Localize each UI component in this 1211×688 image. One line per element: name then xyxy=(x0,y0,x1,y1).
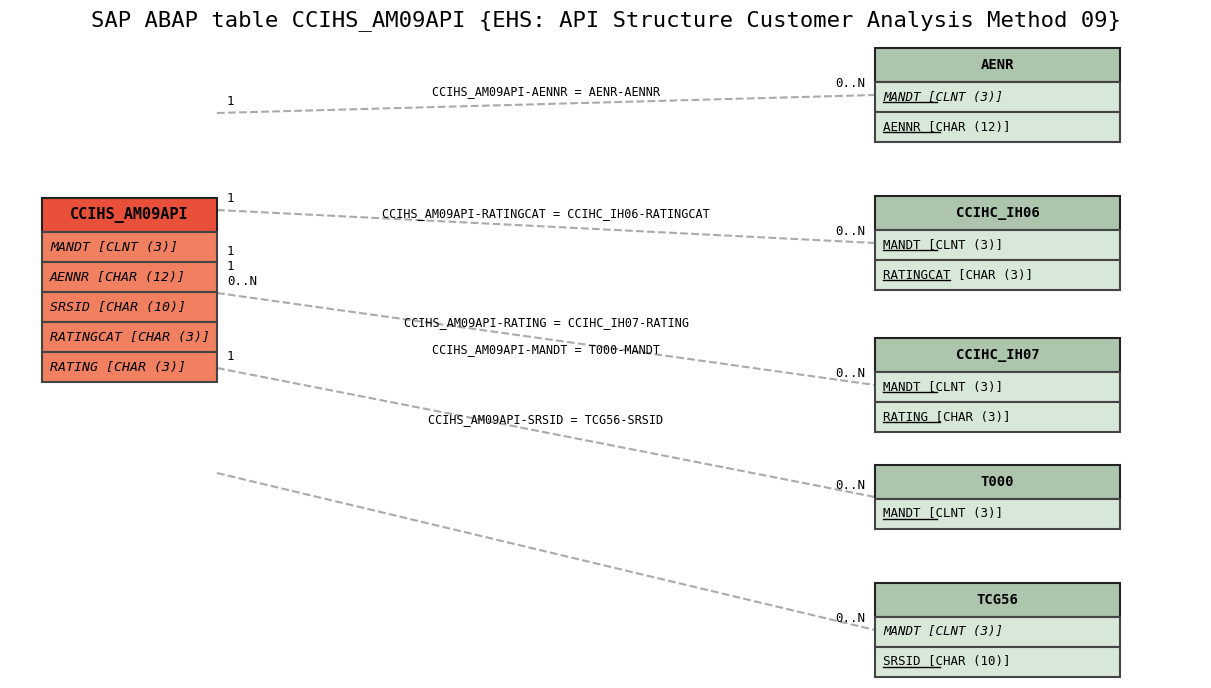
Text: AENNR [CHAR (12)]: AENNR [CHAR (12)] xyxy=(883,120,1010,133)
FancyBboxPatch shape xyxy=(876,196,1120,230)
Text: MANDT [CLNT (3)]: MANDT [CLNT (3)] xyxy=(883,239,1003,252)
FancyBboxPatch shape xyxy=(876,338,1120,372)
FancyBboxPatch shape xyxy=(876,465,1120,499)
Text: 1
1
0..N: 1 1 0..N xyxy=(226,245,257,288)
FancyBboxPatch shape xyxy=(42,352,217,382)
Text: 1: 1 xyxy=(226,192,235,205)
FancyBboxPatch shape xyxy=(876,583,1120,617)
FancyBboxPatch shape xyxy=(876,499,1120,529)
Text: CCIHC_IH06: CCIHC_IH06 xyxy=(955,206,1039,220)
Text: SAP ABAP table CCIHS_AM09API {EHS: API Structure Customer Analysis Method 09}: SAP ABAP table CCIHS_AM09API {EHS: API S… xyxy=(91,10,1120,31)
FancyBboxPatch shape xyxy=(876,372,1120,402)
FancyBboxPatch shape xyxy=(42,322,217,352)
FancyBboxPatch shape xyxy=(876,230,1120,260)
Text: 0..N: 0..N xyxy=(836,77,865,90)
FancyBboxPatch shape xyxy=(876,112,1120,142)
Text: MANDT [CLNT (3)]: MANDT [CLNT (3)] xyxy=(883,508,1003,521)
Text: 0..N: 0..N xyxy=(836,479,865,492)
Text: RATINGCAT [CHAR (3)]: RATINGCAT [CHAR (3)] xyxy=(50,330,210,343)
FancyBboxPatch shape xyxy=(42,262,217,292)
Text: RATING [CHAR (3)]: RATING [CHAR (3)] xyxy=(883,411,1010,424)
Text: CCIHS_AM09API-MANDT = T000-MANDT: CCIHS_AM09API-MANDT = T000-MANDT xyxy=(432,343,660,356)
Text: CCIHS_AM09API-AENNR = AENR-AENNR: CCIHS_AM09API-AENNR = AENR-AENNR xyxy=(432,85,660,98)
FancyBboxPatch shape xyxy=(876,402,1120,432)
Text: 1: 1 xyxy=(226,350,235,363)
Text: MANDT [CLNT (3)]: MANDT [CLNT (3)] xyxy=(883,625,1003,638)
Text: SRSID [CHAR (10)]: SRSID [CHAR (10)] xyxy=(883,656,1010,669)
Text: CCIHS_AM09API-SRSID = TCG56-SRSID: CCIHS_AM09API-SRSID = TCG56-SRSID xyxy=(429,413,664,427)
FancyBboxPatch shape xyxy=(876,48,1120,82)
Text: T000: T000 xyxy=(981,475,1015,489)
Text: MANDT [CLNT (3)]: MANDT [CLNT (3)] xyxy=(883,91,1003,103)
Text: AENR: AENR xyxy=(981,58,1015,72)
FancyBboxPatch shape xyxy=(876,82,1120,112)
FancyBboxPatch shape xyxy=(42,232,217,262)
Text: RATINGCAT [CHAR (3)]: RATINGCAT [CHAR (3)] xyxy=(883,268,1033,281)
FancyBboxPatch shape xyxy=(876,260,1120,290)
FancyBboxPatch shape xyxy=(876,617,1120,647)
FancyBboxPatch shape xyxy=(876,647,1120,677)
Text: 0..N: 0..N xyxy=(836,225,865,238)
Text: TCG56: TCG56 xyxy=(976,593,1018,607)
Text: MANDT [CLNT (3)]: MANDT [CLNT (3)] xyxy=(50,241,178,253)
Text: CCIHS_AM09API-RATINGCAT = CCIHC_IH06-RATINGCAT: CCIHS_AM09API-RATINGCAT = CCIHC_IH06-RAT… xyxy=(383,208,710,220)
Text: 1: 1 xyxy=(226,95,235,108)
Text: MANDT [CLNT (3)]: MANDT [CLNT (3)] xyxy=(883,380,1003,394)
FancyBboxPatch shape xyxy=(42,292,217,322)
Text: RATING [CHAR (3)]: RATING [CHAR (3)] xyxy=(50,361,186,374)
Text: SRSID [CHAR (10)]: SRSID [CHAR (10)] xyxy=(50,301,186,314)
Text: AENNR [CHAR (12)]: AENNR [CHAR (12)] xyxy=(50,270,186,283)
Text: CCIHC_IH07: CCIHC_IH07 xyxy=(955,348,1039,362)
Text: 0..N: 0..N xyxy=(836,367,865,380)
FancyBboxPatch shape xyxy=(42,198,217,232)
Text: CCIHS_AM09API: CCIHS_AM09API xyxy=(70,207,189,223)
Text: CCIHS_AM09API-RATING = CCIHC_IH07-RATING: CCIHS_AM09API-RATING = CCIHC_IH07-RATING xyxy=(403,316,689,329)
Text: 0..N: 0..N xyxy=(836,612,865,625)
